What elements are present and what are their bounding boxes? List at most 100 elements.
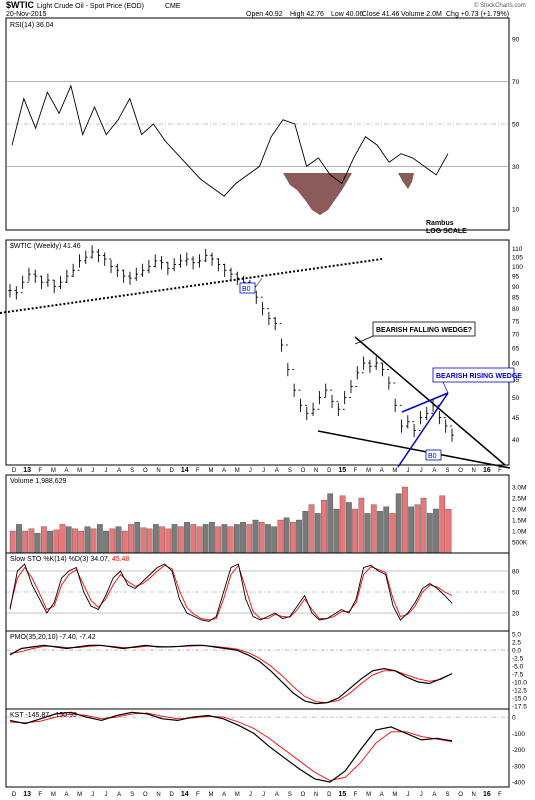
volume-bar (233, 524, 240, 554)
volume-bar (308, 504, 315, 554)
x-tick-label: J (104, 468, 107, 474)
x-tick-label: J (262, 468, 265, 474)
volume-bar (252, 519, 259, 554)
pmo-tick-label: -10.0 (512, 679, 527, 686)
volume-bar (240, 522, 246, 554)
x-tick-label: A (222, 792, 226, 798)
price-frame (5, 239, 510, 466)
x-tick-label: F (38, 468, 42, 474)
x-tick-label: 13 (23, 467, 31, 474)
volume-bar (414, 504, 421, 554)
price-tick-label: 80 (512, 306, 520, 313)
rsi-tick-label: 70 (512, 79, 520, 86)
x-tick-label: D (169, 792, 174, 798)
x-tick-label: D (327, 468, 332, 474)
volume-bar (134, 522, 141, 554)
x-tick-label: 16 (483, 467, 491, 474)
rising-wedge-label-box (432, 367, 515, 383)
volume-bar (277, 519, 284, 554)
x-tick-label: D (169, 468, 174, 474)
x-tick-label: J (249, 792, 252, 798)
volume-tick-label: 2.5M (512, 496, 526, 503)
b0-label-1: B0 (242, 286, 251, 293)
volume-bar (209, 522, 215, 554)
x-tick-label: M (209, 792, 214, 798)
price-panel: $WTIC (Weekly) 41.46 110 105 100 95 90 85 80 75… (0, 239, 523, 469)
volume-bar (420, 497, 427, 554)
x-tick-label: 14 (181, 467, 189, 474)
x-tick-label: A (117, 468, 121, 474)
x-tick-label: M (77, 468, 82, 474)
volume-bar (364, 513, 371, 554)
sto-tick-label: 20 (512, 611, 520, 618)
symbol: $WTIC (6, 0, 34, 10)
sto-d-line (9, 564, 453, 621)
x-tick-label: M (209, 468, 214, 474)
kst-signal-line (9, 712, 453, 781)
rsi-oversold-fill-2 (398, 173, 414, 189)
pmo-tick-label: 0.0 (512, 648, 521, 655)
falling-wedge-callout (354, 335, 374, 345)
volume-bar (358, 497, 365, 554)
volume-bar (115, 526, 122, 554)
price-tick-label: 85 (512, 295, 520, 302)
volume-title: Volume 1,988,629 (10, 478, 67, 485)
kst-title: KST -145.87, -150.93 (10, 712, 77, 719)
volume-bar (314, 513, 321, 554)
sto-title-red: 45.48 (112, 556, 130, 563)
volume-tick-label: 2.0M (512, 507, 526, 514)
x-tick-label: M (366, 468, 371, 474)
volume-bar (103, 530, 109, 554)
volume-bar (177, 526, 184, 554)
rising-wedge-callout (442, 381, 449, 394)
volume-panel: Volume 1,988,629 3.0M 2.5M 2.0M 1.5M 1.0M 500… (5, 474, 528, 554)
volume-bar (16, 524, 22, 554)
volume-bar (383, 506, 390, 554)
sto-panel: Slow STO %K(14) %D(3) 34.07, 45.48 80 50 2… (5, 552, 520, 632)
volume-bar (196, 526, 203, 554)
price-tick-label: 95 (512, 274, 520, 281)
volume-bar (426, 513, 433, 554)
x-tick-label: F (196, 468, 200, 474)
volume-bar (377, 511, 383, 554)
x-tick-label: F (354, 468, 358, 474)
rsi-tick-label: 30 (512, 164, 520, 171)
x-tick-label: M (51, 468, 56, 474)
rising-wedge-label: BEARISH RISING WEDGE (436, 373, 522, 380)
price-tick-label: 70 (512, 331, 520, 338)
volume-bar (265, 524, 271, 554)
x-tick-label: M (235, 468, 240, 474)
volume-bar (227, 526, 234, 554)
x-tick-label: J (249, 468, 252, 474)
x-tick-label: N (156, 792, 160, 798)
volume-bar (121, 530, 128, 554)
volume-bar (34, 533, 41, 554)
x-tick-label: A (380, 792, 384, 798)
pmo-line (9, 644, 453, 705)
volume-bar (296, 519, 302, 554)
price-title: $WTIC (Weekly) 41.46 (10, 243, 81, 250)
volume-bar (159, 526, 165, 554)
sto-tick-label: 50 (512, 590, 520, 597)
x-axis-top: D 13 F M A M J J A S O N D 14 F M A M J J A S O N D 15 F M A M J J A S O N 1… (12, 467, 502, 474)
volume-bar (289, 522, 296, 554)
price-tick-label: 60 (512, 361, 520, 368)
volume-bar (47, 530, 53, 554)
x-tick-label: S (445, 792, 449, 798)
x-tick-label: N (156, 468, 160, 474)
pmo-tick-label: 2.5 (512, 640, 521, 647)
x-tick-label: A (275, 792, 279, 798)
rsi-tick-label: 90 (512, 37, 520, 44)
rsi-tick-label: 10 (512, 206, 520, 213)
kst-frame (5, 708, 510, 788)
x-tick-label: J (420, 468, 423, 474)
pmo-frame (5, 630, 510, 710)
volume-bar (40, 526, 47, 554)
rising-wedge-lower-line (397, 392, 449, 468)
price-tick-label: 90 (512, 284, 520, 291)
b0-label-2: B0 (428, 453, 437, 460)
x-tick-label: M (235, 792, 240, 798)
volume-bar (190, 524, 197, 554)
x-tick-label: N (472, 792, 476, 798)
chart-date: 20-Nov-2015 (6, 11, 47, 18)
